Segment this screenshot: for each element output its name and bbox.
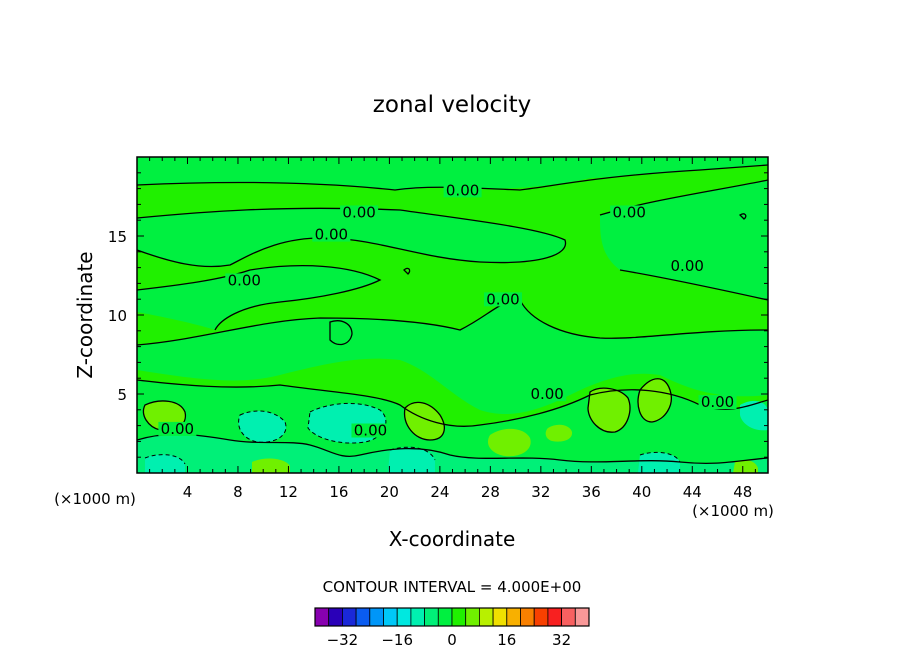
blob-bottom-4 [638,452,680,473]
blob-bottom-3 [388,447,435,473]
colorbar-tick-labels: −32 −16 0 16 32 [327,631,572,649]
contour-labels: 0.00 0.00 0.00 0.00 0.00 0.00 0.00 0.00 0.00 0.00… [158,181,737,440]
x-tick-label: 48 [733,483,752,501]
y-tick-label: 5 [117,386,127,404]
blob-right-3 [740,400,768,431]
contour-label: 0.00 [671,257,704,275]
contour-label-bg [443,183,482,198]
blob-right-2 [638,378,672,422]
contour-label-bg [528,387,567,402]
colorbar [314,607,590,627]
colorbar-swatch [355,607,371,627]
x-axis-label: X-coordinate [389,527,516,551]
y-axis-ticks: 5 10 15 [108,172,768,458]
contour-label-bg [668,259,707,274]
colorbar-tick-label: 32 [552,631,571,649]
colorbar-swatch [547,607,563,627]
blob-mid-4 [545,424,573,442]
x-axis-ticks: 4 8 12 16 20 24 28 32 36 40 44 48 [149,157,756,501]
contour-interval-label: CONTOUR INTERVAL = 4.000E+00 [323,578,582,596]
blob-left-2 [238,410,286,443]
colorbar-swatch [465,607,480,627]
contour-label-bg [340,205,379,220]
contour-label: 0.00 [530,385,563,403]
x-tick-label: 4 [183,483,193,501]
y-tick-label: 15 [108,228,127,246]
colorbar-swatch [478,607,494,627]
x-unit-label-left: (×1000 m) [54,490,136,508]
y-axis-label: Z-coordinate [73,251,97,378]
blob-mid-3 [487,428,531,457]
contour-label: 0.00 [612,203,645,221]
contour-label: 0.00 [228,271,261,289]
colorbar-swatch [451,607,467,627]
colorbar-swatch [328,607,343,627]
contour-label: 0.00 [701,393,734,411]
x-unit-label-right: (×1000 m) [692,502,774,520]
blob-bottom-5 [733,460,758,473]
blob-mid-2 [404,402,445,440]
colorbar-swatch [314,607,330,627]
colorbar-swatch [369,607,384,627]
colorbar-swatch [561,607,576,627]
contour-label: 0.00 [354,422,387,440]
band-top [137,157,768,191]
contour-label-bg [312,227,351,242]
x-tick-label: 36 [582,483,601,501]
colorbar-swatch [492,607,508,627]
colorbar-tick-label: −16 [381,631,413,649]
x-tick-label: 8 [233,483,243,501]
colorbar-swatch [533,607,549,627]
x-tick-label: 16 [329,483,348,501]
x-tick-label: 44 [683,483,702,501]
contour-label-bg [158,421,197,436]
contour-label: 0.00 [315,226,348,244]
colorbar-swatch [341,607,357,627]
colorbar-tick-label: −32 [327,631,359,649]
band-bottom [137,434,768,473]
blob-bottom-2 [252,458,290,473]
x-tick-label: 20 [380,483,399,501]
y-tick-label: 10 [108,307,127,325]
colorbar-swatch [520,607,535,627]
contour-label-bg [225,273,264,288]
colorbar-swatch [396,607,412,627]
x-tick-label: 12 [279,483,298,501]
colorbar-swatch [437,607,453,627]
colorbar-tick-label: 0 [447,631,457,649]
contour-label: 0.00 [446,181,479,199]
colorbar-swatch [424,607,439,627]
x-tick-label: 32 [531,483,550,501]
colorbar-swatch [383,607,398,627]
x-tick-label: 28 [481,483,500,501]
colorbar-swatch [574,607,590,627]
contour-label: 0.00 [486,290,519,308]
x-tick-label: 24 [430,483,449,501]
x-tick-label: 40 [632,483,651,501]
contour-field [137,157,768,473]
contour-label-bg [610,205,649,220]
blob-bottom-1 [145,454,185,473]
colorbar-frame [314,607,590,627]
contour-label-bg [351,423,390,438]
colorbar-swatch [506,607,521,627]
contour-label-bg [483,292,522,307]
contour-label-bg [698,395,737,410]
band-upper [137,208,566,267]
blob-right-1 [588,388,630,433]
contour-label: 0.00 [342,203,375,221]
contour-label: 0.00 [161,420,194,438]
band-mid-left [137,265,380,330]
chart-title: zonal velocity [373,92,531,118]
band-middle [137,300,768,415]
colorbar-swatch [410,607,425,627]
colorbar-tick-label: 16 [497,631,516,649]
